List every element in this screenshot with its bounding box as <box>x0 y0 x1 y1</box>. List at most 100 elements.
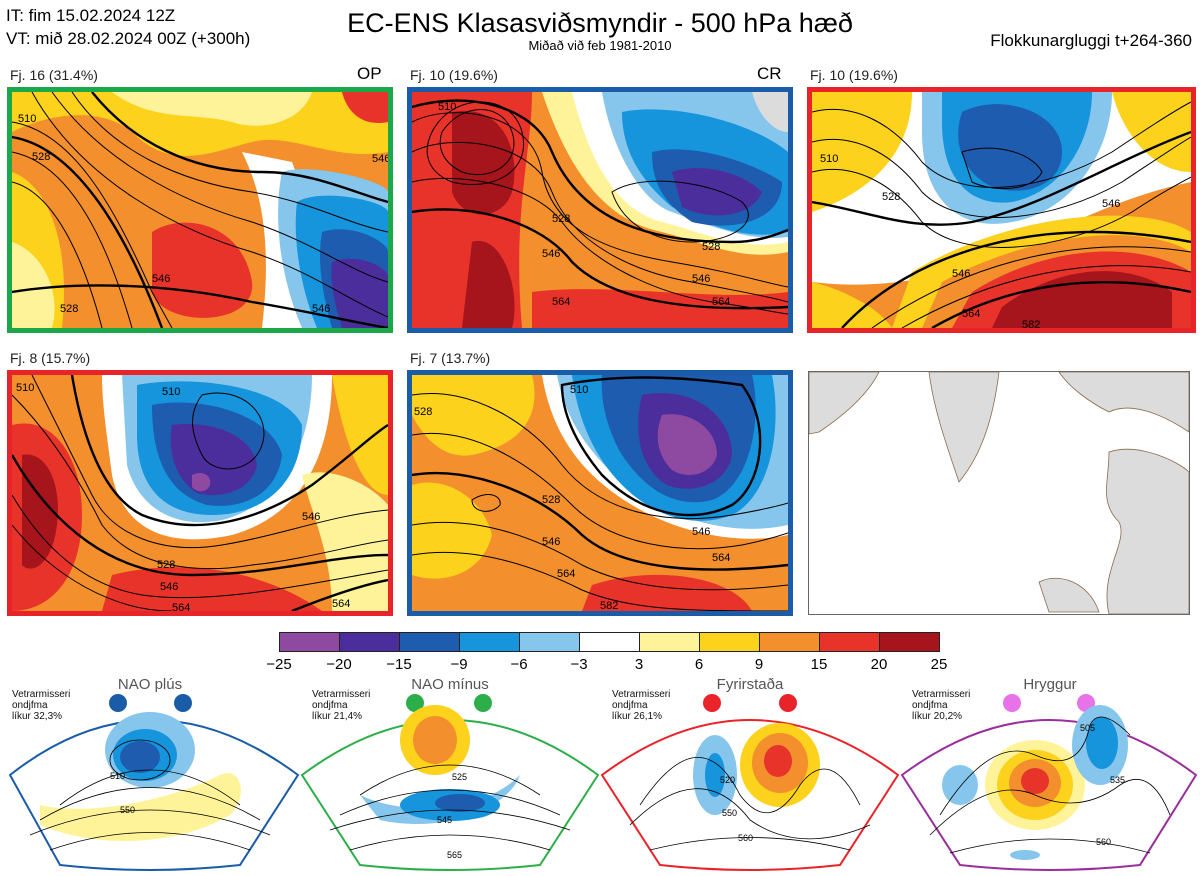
regime-note-line: ondjfma <box>612 700 648 711</box>
contour-label: 546 <box>542 536 560 548</box>
colorbar-tick-label: 6 <box>694 656 704 673</box>
regime-note: Vetrarmisseri ondjfma líkur 20,2% <box>912 689 970 722</box>
regime-note-line: ondjfma <box>12 700 48 711</box>
contour-label: 528 <box>60 303 78 315</box>
contour-label: 510 <box>16 382 34 394</box>
regime-marker <box>406 694 424 712</box>
colorbar-cell <box>279 632 340 652</box>
contour-label: 510 <box>162 386 180 398</box>
colorbar-cell <box>519 632 580 652</box>
regime-marker <box>703 694 721 712</box>
regime-nao-minus: NAO mínus Vetrarmisseri ondjfma líkur 21… <box>300 675 600 871</box>
land-mass <box>1058 372 1189 433</box>
contour-label: 546 <box>692 273 710 285</box>
contour-label: 546 <box>372 153 388 165</box>
panel-label: Fj. 10 (19.6%) <box>410 67 498 83</box>
regime-marker <box>174 694 192 712</box>
contour-label: 564 <box>172 602 190 611</box>
regime-note-line: ondjfma <box>312 700 348 711</box>
contour-label: 510 <box>110 771 125 781</box>
regime-marker <box>779 694 797 712</box>
contour-label: 546 <box>952 268 970 280</box>
contour-label: 546 <box>312 303 330 315</box>
contour-label: 564 <box>557 568 575 580</box>
contour-label: 564 <box>712 552 730 564</box>
contour-label: 564 <box>332 598 350 610</box>
colorbar-cell <box>579 632 640 652</box>
cluster-map-2: 510 528 546 546 564 564 528 <box>407 87 793 333</box>
colorbar-tick-label: −20 <box>326 656 352 673</box>
contour-label: 535 <box>1110 775 1125 785</box>
colorbar-cell <box>459 632 520 652</box>
regime-note-line: ondjfma <box>912 700 948 711</box>
colorbar-tick-label: −6 <box>510 656 528 673</box>
cluster-map-4: 510 510 528 546 546 564 564 <box>7 370 393 616</box>
contour-label: 528 <box>32 151 50 163</box>
contour-label: 528 <box>552 213 570 225</box>
contour-label: 564 <box>552 296 570 308</box>
regime-note: Vetrarmisseri ondjfma líkur 26,1% <box>612 689 670 722</box>
contour-label: 560 <box>738 833 753 843</box>
contour-label: 510 <box>18 113 36 125</box>
contour-label: 546 <box>152 273 170 285</box>
regime-title: NAO plús <box>117 676 183 693</box>
colorbar-cell <box>699 632 760 652</box>
regime-note-line: Vetrarmisseri <box>312 689 371 700</box>
contour-label: 528 <box>414 406 432 418</box>
colorbar-cell <box>759 632 820 652</box>
regime-note-line: Vetrarmisseri <box>912 689 971 700</box>
regime-note-line: líkur 21,4% <box>312 711 363 722</box>
panel-tag: CR <box>757 64 782 83</box>
land-mass <box>809 372 880 435</box>
initial-time: IT: fim 15.02.2024 12Z <box>6 6 176 25</box>
regime-title: Fyrirstaða <box>716 676 784 693</box>
contour-label: 528 <box>702 241 720 253</box>
contour-label: 525 <box>452 772 467 782</box>
panel-tag: OP <box>357 64 382 83</box>
colorbar-tick-label: 3 <box>634 656 644 673</box>
contour-label: 505 <box>1080 723 1095 733</box>
colorbar-cell <box>399 632 460 652</box>
contour-label: 546 <box>302 511 320 523</box>
page-title: EC-ENS Klasasviðsmyndir - 500 hPa hæð <box>347 8 853 38</box>
contour-label: 582 <box>1022 319 1040 328</box>
colorbar-tick-label: −15 <box>386 656 412 673</box>
panel-label: Fj. 7 (13.7%) <box>410 350 491 366</box>
colorbar-tick-label: 25 <box>930 656 948 673</box>
panel-label: Fj. 8 (15.7%) <box>10 350 91 366</box>
regime-nao-plus: NAO plús Vetrarmisseri ondjfma líkur 32,… <box>0 675 300 871</box>
page-subtitle: Miðað við feb 1981-2010 <box>528 38 672 53</box>
colorbar-tick-label: 9 <box>754 656 764 673</box>
contour-label: 546 <box>542 248 560 260</box>
contour-label: 546 <box>692 526 710 538</box>
colorbar-cell <box>819 632 880 652</box>
contour-label: 510 <box>438 101 456 113</box>
land-mass <box>928 372 1000 483</box>
colorbar-tick-label: 20 <box>870 656 888 673</box>
contour-label: 528 <box>157 559 175 571</box>
contour-label: 582 <box>600 600 618 611</box>
regime-note-line: líkur 26,1% <box>612 711 663 722</box>
contour-label: 545 <box>437 815 452 825</box>
contour-label: 546 <box>160 581 178 593</box>
valid-time: VT: mið 28.02.2024 00Z (+300h) <box>6 29 251 48</box>
panel-label: Fj. 16 (31.4%) <box>10 67 98 83</box>
colorbar-tick-label: −9 <box>450 656 468 673</box>
contour-label: 564 <box>712 296 730 308</box>
regime-note-line: Vetrarmisseri <box>612 689 671 700</box>
regime-ridge: Hryggur Vetrarmisseri ondjfma líkur 20,2… <box>900 675 1200 871</box>
contour-label: 550 <box>722 808 737 818</box>
regime-title: NAO mínus <box>411 676 489 693</box>
land-mass <box>1106 448 1189 614</box>
panel-label: Fj. 10 (19.6%) <box>810 67 898 83</box>
cluster-map-3: 510 528 546 546 564 582 <box>807 87 1196 333</box>
colorbar-cell <box>339 632 400 652</box>
colorbar-tick-label: −25 <box>266 656 292 673</box>
regime-marker <box>109 694 127 712</box>
regime-note: Vetrarmisseri ondjfma líkur 32,3% <box>12 689 70 722</box>
contour-label: 560 <box>1096 837 1111 847</box>
colorbar-cell <box>639 632 700 652</box>
contour-label: 546 <box>1102 198 1120 210</box>
land-mass <box>1038 578 1100 613</box>
cluster-map-1: 510 528 546 528 546 546 <box>7 87 393 333</box>
